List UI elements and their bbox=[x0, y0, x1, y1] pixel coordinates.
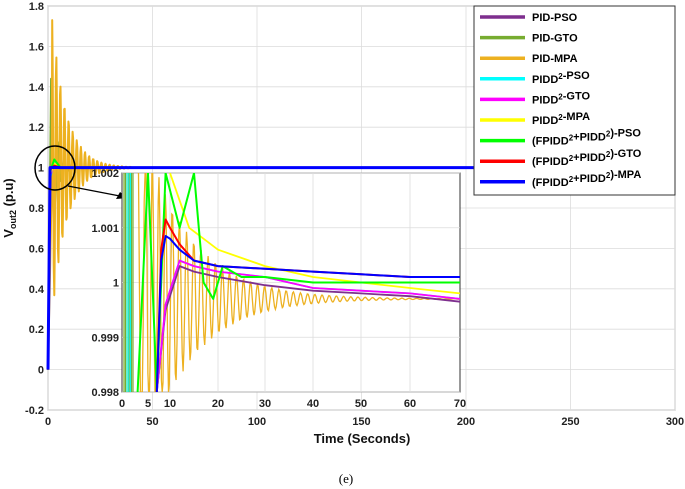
inset-cyan-band bbox=[126, 173, 132, 392]
figure-caption: (e) bbox=[339, 471, 353, 486]
legend-label: PID-GTO bbox=[532, 33, 578, 45]
main-series-lines bbox=[46, 19, 676, 370]
inset-series-lines bbox=[123, 173, 460, 392]
inset-x-tick-label: 40 bbox=[307, 398, 319, 410]
inset-series-line-2 bbox=[155, 259, 460, 392]
inset-y-tick-labels: 0.998 0.999 1 1.001 1.002 bbox=[91, 168, 119, 399]
legend-label: (FPIDD2+PIDD2)-GTO bbox=[532, 148, 642, 168]
legend-label: (FPIDD2+PIDD2)-PSO bbox=[532, 128, 641, 148]
main-y-tick-label: 1.8 bbox=[29, 1, 44, 13]
legend-label: (FPIDD2+PIDD2)-MPA bbox=[532, 169, 641, 189]
inset-y-tick-label: 0.999 bbox=[91, 332, 119, 344]
main-y-tick-label: 0.6 bbox=[29, 243, 44, 255]
main-y-tick-label: 0.4 bbox=[29, 284, 45, 296]
inset-x-tick-label: 20 bbox=[212, 398, 224, 410]
main-x-tick-label: 200 bbox=[457, 416, 475, 428]
inset-x-tick-label: 5 bbox=[145, 398, 151, 410]
inset-series-line-3 bbox=[169, 173, 460, 295]
zoom-circle bbox=[34, 145, 76, 191]
main-y-tick-label: 1.6 bbox=[29, 41, 44, 53]
inset-series-line-0 bbox=[155, 265, 460, 392]
main-x-tick-label: 100 bbox=[248, 416, 266, 428]
inset-y-tick-label: 1.002 bbox=[91, 168, 119, 180]
inset-x-tick-label: 10 bbox=[164, 398, 176, 410]
inset-x-tick-label: 60 bbox=[404, 398, 416, 410]
inset-y-tick-label: 1 bbox=[113, 278, 119, 290]
main-y-tick-label: 0.8 bbox=[29, 203, 44, 215]
legend-label: PID-PSO bbox=[532, 12, 578, 24]
zoom-arrow-line bbox=[67, 185, 126, 198]
legend-label: PIDD2-GTO bbox=[532, 90, 590, 106]
main-series-line-8 bbox=[46, 165, 675, 370]
inset-y-tick-label: 0.998 bbox=[91, 387, 119, 399]
main-x-tick-label: 300 bbox=[666, 416, 684, 428]
x-axis-label: Time (Seconds) bbox=[314, 431, 411, 446]
main-x-tick-label: 0 bbox=[45, 416, 51, 428]
inset-x-tick-label: 30 bbox=[259, 398, 271, 410]
main-y-tick-label: 1.2 bbox=[29, 122, 44, 134]
main-y-tick-labels: -0.2 0 0.2 0.4 0.6 0.8 1 1.2 1.4 1.6 1.8 bbox=[25, 1, 45, 417]
main-y-tick-label: 1.4 bbox=[29, 82, 45, 94]
legend-label: PID-MPA bbox=[532, 53, 578, 65]
inset-x-tick-label: 50 bbox=[355, 398, 367, 410]
inset-series-line-pid-mpa bbox=[137, 173, 460, 392]
inset-x-tick-labels: 0 5 10 20 30 40 50 60 70 bbox=[119, 398, 466, 410]
main-y-tick-label: -0.2 bbox=[25, 405, 44, 417]
main-x-tick-labels: 0 50 100 150 200 250 300 bbox=[45, 416, 684, 428]
inset-series-line-6 bbox=[155, 235, 460, 392]
legend-label: PIDD2-MPA bbox=[532, 111, 590, 127]
main-y-tick-label: 1 bbox=[38, 163, 44, 175]
main-x-tick-label: 50 bbox=[146, 416, 158, 428]
main-x-tick-label: 250 bbox=[561, 416, 579, 428]
main-y-tick-label: 0 bbox=[38, 365, 44, 377]
inset-x-tick-label: 70 bbox=[454, 398, 466, 410]
inset-y-tick-label: 1.001 bbox=[91, 223, 119, 235]
legend: PID-PSO PID-GTO PID-MPA PIDD2-PSO PIDD2-GTO P… bbox=[480, 12, 642, 189]
main-y-tick-label: 0.2 bbox=[29, 324, 44, 336]
legend-label: PIDD2-PSO bbox=[532, 70, 590, 86]
main-x-tick-label: 150 bbox=[352, 416, 370, 428]
inset-x-tick-label: 0 bbox=[119, 398, 125, 410]
y-axis-label: Vout2 (p.u) bbox=[1, 178, 18, 237]
